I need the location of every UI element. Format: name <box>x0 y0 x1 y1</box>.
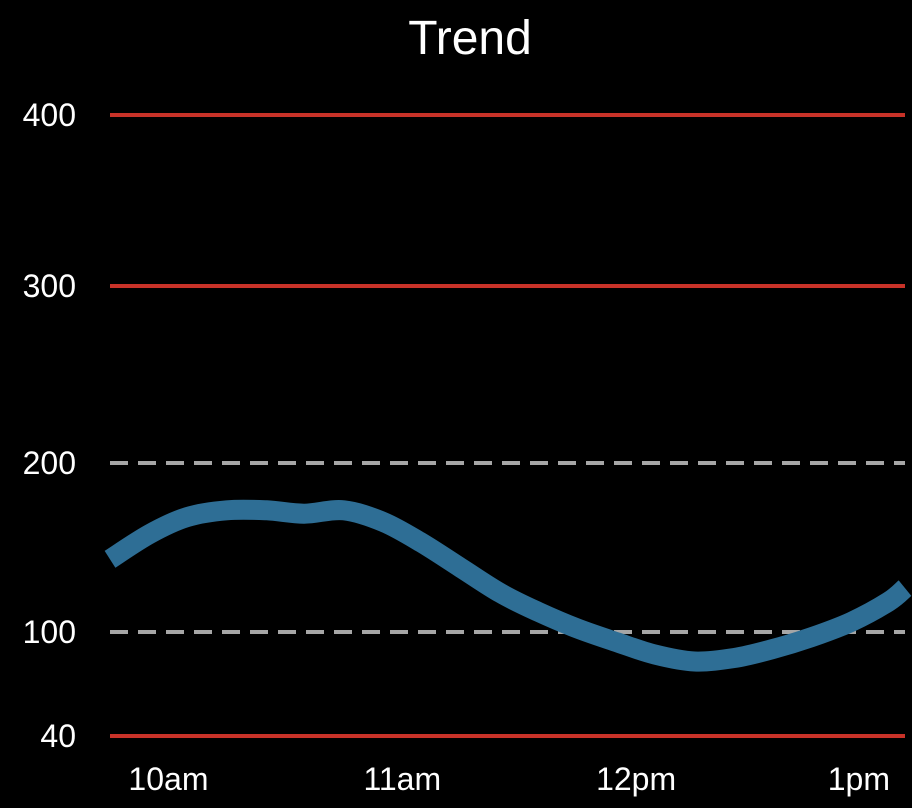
y-tick-label-300: 300 <box>23 268 76 304</box>
x-tick-label-10am: 10am <box>128 761 208 797</box>
reference-lines <box>110 113 905 738</box>
chart-title: Trend <box>408 12 532 65</box>
x-tick-label-12pm: 12pm <box>596 761 676 797</box>
y-tick-label-200: 200 <box>23 445 76 481</box>
x-tick-label-11am: 11am <box>363 761 441 797</box>
series-layer <box>104 499 912 672</box>
x-tick-label-1pm: 1pm <box>828 761 890 797</box>
y-tick-label-100: 100 <box>23 614 76 650</box>
y-tick-label-400: 400 <box>23 97 76 133</box>
x-axis-ticks: 10am 11am 12pm 1pm <box>128 761 890 797</box>
y-tick-label-40: 40 <box>40 718 76 754</box>
series-line-0 <box>104 499 912 672</box>
y-axis-ticks: 40 100 200 300 400 <box>23 97 76 754</box>
